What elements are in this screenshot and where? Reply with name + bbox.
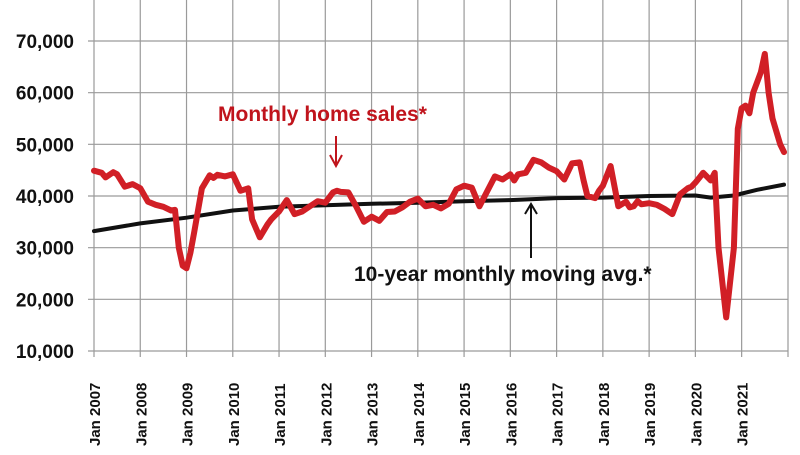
monthly-sales-line — [91, 50, 787, 321]
y-axis-tick-labels: 10,000 20,000 30,000 40,000 50,000 60,000 70,0… — [16, 32, 74, 363]
x-tick-label: Jan 2017 — [550, 383, 567, 446]
black-up-arrow-icon — [524, 202, 538, 258]
x-tick-label: Jan 2020 — [688, 383, 705, 446]
horizontal-gridlines — [88, 40, 788, 352]
x-tick-label: Jan 2015 — [457, 383, 474, 446]
moving-average-annotation: 10-year monthly moving avg.* — [354, 263, 652, 286]
x-tick-label: Jan 2018 — [596, 383, 613, 446]
x-tick-label: Jan 2009 — [180, 383, 197, 446]
x-tick-label: Jan 2011 — [272, 383, 289, 446]
y-tick-label: 50,000 — [16, 135, 74, 156]
y-tick-label: 40,000 — [16, 187, 74, 208]
x-tick-label: Jan 2013 — [365, 383, 382, 446]
vertical-gridlines — [93, 0, 789, 357]
x-axis-tick-labels: Jan 2007 Jan 2008 Jan 2009 Jan 2010 Jan 2011… — [87, 382, 752, 446]
x-tick-label: Jan 2019 — [642, 383, 659, 446]
y-tick-label: 60,000 — [16, 84, 74, 105]
monthly-sales-annotation: Monthly home sales* — [218, 103, 428, 126]
x-tick-label: Jan 2008 — [133, 383, 150, 446]
y-tick-label: 30,000 — [16, 239, 74, 260]
y-tick-label: 20,000 — [16, 290, 74, 311]
x-tick-label: Jan 2014 — [411, 382, 428, 446]
x-tick-label: Jan 2021 — [735, 383, 752, 446]
x-tick-label: Jan 2012 — [318, 383, 335, 446]
x-tick-label: Jan 2007 — [87, 383, 104, 446]
y-tick-label: 10,000 — [16, 342, 74, 363]
red-down-arrow-icon — [329, 136, 343, 169]
x-tick-label: Jan 2010 — [226, 383, 243, 446]
y-tick-label: 70,000 — [16, 32, 74, 53]
x-tick-label: Jan 2016 — [503, 383, 520, 446]
